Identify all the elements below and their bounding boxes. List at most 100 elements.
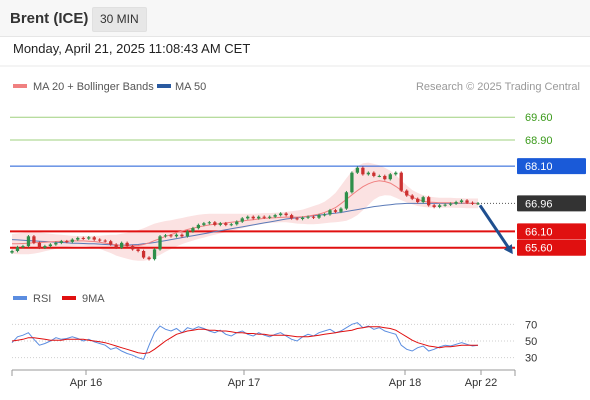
level-label-5: 65.60 — [525, 243, 553, 255]
candle-body — [366, 172, 370, 175]
forecast-arrowhead — [503, 244, 513, 255]
candle-body — [224, 223, 228, 225]
candle-body — [437, 205, 442, 207]
candle-body — [185, 231, 190, 237]
ma20-legend-label: MA 20 + Bollinger Bands — [33, 81, 154, 93]
candle-body — [416, 198, 420, 203]
forecast-arrow — [478, 204, 512, 251]
candle-body — [213, 222, 217, 225]
level-label-2: 68.10 — [525, 161, 553, 173]
candle-body — [180, 234, 184, 237]
level-label-3: 66.96 — [525, 198, 553, 210]
candle-body — [306, 216, 310, 218]
candle-body — [125, 242, 129, 247]
candle-body — [350, 172, 354, 193]
candle-body — [120, 242, 124, 248]
candle-body — [394, 172, 398, 175]
candle-body — [103, 240, 107, 242]
candle-body — [470, 202, 475, 204]
candle-body — [317, 215, 321, 218]
rsi-legend-swatch — [13, 296, 27, 300]
rsi-ma-legend-swatch — [62, 296, 76, 300]
candle-body — [163, 235, 168, 237]
candle-body — [98, 239, 102, 241]
candle-body — [372, 172, 376, 176]
candle-body — [26, 236, 31, 247]
candle-body — [273, 215, 277, 217]
candle-body — [37, 242, 42, 248]
candle-body — [54, 242, 58, 245]
candle-body — [65, 241, 69, 243]
candle-body — [130, 246, 135, 250]
copyright-text: Research © 2025 Trading Central — [416, 81, 580, 93]
candle-body — [169, 235, 173, 237]
candle-body — [339, 208, 343, 212]
rsi-ma-line — [11, 326, 478, 355]
candle-body — [240, 218, 244, 222]
candle-body — [284, 213, 288, 216]
level-tag-5 — [517, 239, 586, 256]
candle-body — [158, 236, 162, 250]
rsi-panel — [11, 322, 515, 360]
timeframe-button[interactable]: 30 MIN — [92, 7, 147, 32]
candle-body — [311, 216, 316, 218]
x-tick-label: Apr 18 — [389, 377, 421, 389]
candle-body — [109, 241, 113, 245]
candle-body — [361, 167, 365, 175]
candle-body — [218, 223, 222, 225]
candle-body — [59, 241, 63, 243]
ma20-legend-swatch — [13, 84, 27, 88]
candle-body — [114, 244, 118, 248]
candle-body — [421, 197, 425, 203]
main-panel — [10, 116, 515, 261]
candle-body — [465, 200, 469, 203]
candle-body — [202, 223, 206, 225]
candle-body — [355, 167, 360, 173]
x-tick-label: Apr 22 — [465, 377, 497, 389]
candle-body — [289, 215, 294, 219]
candle-body — [383, 175, 387, 180]
candle-body — [48, 244, 53, 247]
candle-body — [191, 228, 195, 232]
ma50-line — [11, 202, 478, 246]
candle-body — [410, 195, 414, 199]
rsi-legend-label: RSI — [33, 293, 51, 305]
level-label-4: 66.10 — [525, 226, 553, 238]
candle-body — [207, 222, 212, 224]
candle-body — [399, 172, 403, 191]
level-tag-4 — [517, 223, 586, 240]
bollinger-band — [12, 162, 478, 261]
candle-body — [87, 237, 91, 239]
candle-body — [92, 237, 96, 240]
candle-body — [76, 237, 80, 240]
candle-body — [448, 203, 453, 205]
candle-body — [251, 216, 255, 219]
candle-body — [43, 246, 47, 248]
rsi-tick-label: 70 — [525, 319, 537, 331]
candle-body — [174, 234, 179, 237]
candle-body — [268, 216, 272, 218]
instrument-title: Brent (ICE) — [10, 10, 89, 27]
level-label-1: 68.90 — [525, 135, 553, 147]
candle-body — [328, 210, 332, 215]
candle-body — [476, 203, 480, 205]
candle-body — [322, 214, 327, 216]
candle-body — [235, 221, 239, 225]
candle-body — [147, 257, 151, 260]
candle-body — [32, 236, 36, 243]
candle-body — [262, 216, 266, 218]
candle-body — [405, 190, 409, 196]
level-label-0: 69.60 — [525, 112, 553, 124]
x-tick-label: Apr 16 — [70, 377, 102, 389]
candle-body — [443, 204, 447, 206]
candle-body — [344, 192, 349, 209]
ma50-legend-label: MA 50 — [175, 81, 206, 93]
x-tick-label: Apr 17 — [228, 377, 260, 389]
candle-body — [15, 247, 20, 251]
rsi-ma-legend-label: 9MA — [82, 293, 105, 305]
candle-body — [70, 239, 74, 242]
candle-body — [196, 224, 201, 229]
candle-body — [278, 213, 283, 216]
level-tag-3 — [517, 195, 586, 212]
candle-body — [141, 251, 146, 258]
